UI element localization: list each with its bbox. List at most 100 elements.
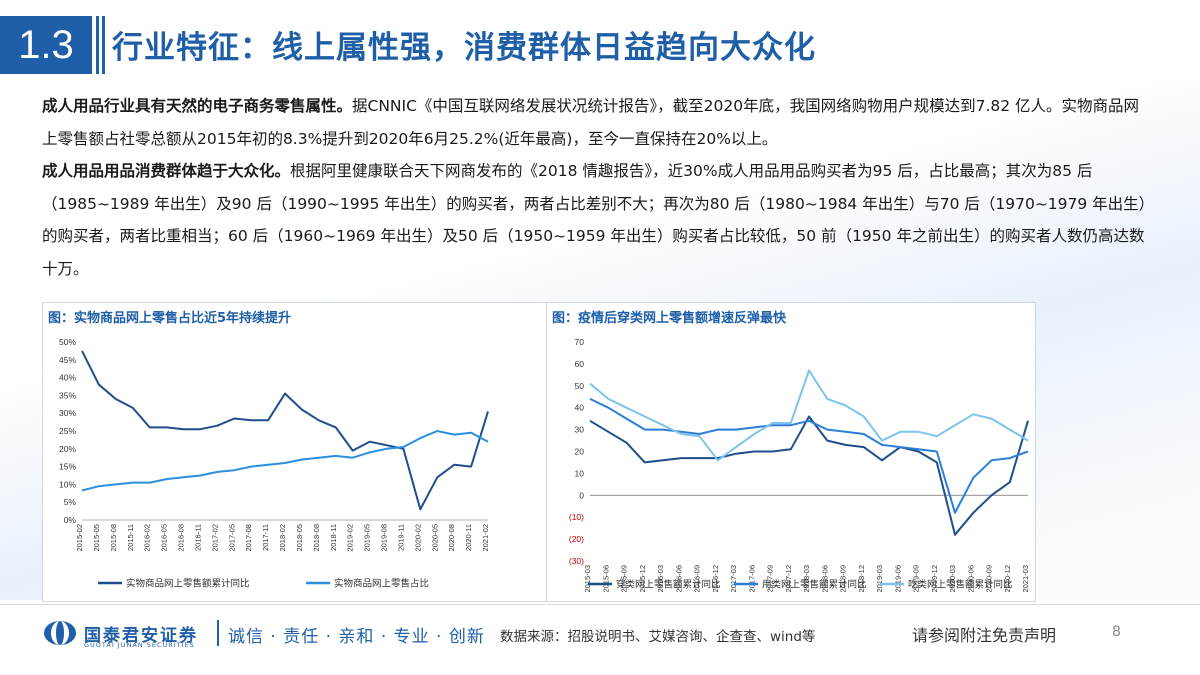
x-tick-label: 2019-09 [912, 565, 921, 593]
x-tick-label: 2020-03 [948, 565, 957, 593]
x-tick-label: 2015-08 [109, 524, 118, 552]
x-tick-label: 2020-08 [447, 524, 456, 552]
y-tick-label: 40 [575, 403, 585, 413]
x-tick-label: 2015-11 [126, 524, 135, 551]
company-slogan: 诚信 · 责任 · 亲和 · 专业 · 创新 [228, 627, 485, 647]
y-tick-label: 35% [59, 390, 76, 400]
x-tick-label: 2017-11 [261, 524, 270, 551]
x-tick-label: 2020-09 [985, 565, 994, 593]
y-tick-label: 25% [59, 426, 76, 436]
x-tick-label: 2019-02 [346, 524, 355, 552]
footer-divider [0, 604, 1200, 605]
x-tick-label: 2016-11 [193, 524, 202, 551]
paragraph-2-lead: 成人用品用品消费群体趋于大众化。 [42, 162, 291, 180]
chart-panel-category-growth [546, 302, 1036, 602]
title-divider [96, 16, 99, 74]
x-tick-label: 2017-02 [210, 524, 219, 552]
y-tick-label: (30) [569, 556, 584, 566]
x-tick-label: 2020-06 [966, 565, 975, 593]
y-tick-label: 10% [59, 479, 76, 489]
page-number: 8 [1112, 624, 1121, 640]
y-tick-label: 50% [59, 337, 76, 347]
x-tick-label: 2017-12 [784, 565, 793, 593]
x-tick-label: 2017-08 [244, 524, 253, 552]
x-tick-label: 2015-02 [75, 524, 84, 552]
x-tick-label: 2017-03 [729, 565, 738, 593]
x-tick-label: 2019-06 [893, 565, 902, 593]
x-tick-label: 2015-12 [638, 565, 647, 593]
series-line [589, 397, 1029, 514]
y-tick-label: 30% [59, 408, 76, 418]
x-tick-label: 2015-05 [92, 524, 101, 552]
x-tick-label: 2018-06 [820, 565, 829, 593]
x-tick-label: 2016-08 [177, 524, 186, 552]
x-tick-label: 2018-12 [857, 565, 866, 593]
x-tick-label: 2020-11 [464, 524, 473, 551]
series-line [81, 430, 489, 492]
x-tick-label: 2021-02 [481, 524, 490, 552]
y-tick-label: 45% [59, 355, 76, 365]
y-tick-label: (20) [569, 534, 584, 544]
series-line [589, 415, 1029, 536]
slide-header: 1.3 行业特征：线上属性强，消费群体日益趋向大众化 [0, 0, 1200, 82]
x-tick-label: 2020-05 [430, 524, 439, 552]
y-tick-label: 0% [64, 515, 77, 525]
x-tick-label: 2017-05 [227, 524, 236, 552]
chart-2-title: 图：疫情后穿类网上零售额增速反弹最快 [552, 311, 787, 326]
x-tick-label: 2021-03 [1021, 565, 1030, 593]
y-tick-label: 50 [575, 381, 585, 391]
paragraph-1-lead: 成人用品行业具有天然的电子商务零售属性。 [42, 97, 353, 115]
x-tick-label: 2019-03 [875, 565, 884, 593]
paragraph-2-text: 根据阿里健康联合天下网商发布的《2018 情趣报告》，近30%成人用品用品购买者… [42, 162, 1147, 278]
paragraph-1-text: 据CNNIC《中国互联网络发展状况统计报告》，截至2020年底，我国网络购物用户… [42, 97, 1140, 148]
company-logo-name: 国泰君安证券 [84, 626, 198, 646]
x-tick-label: 2015-03 [583, 565, 592, 593]
x-tick-label: 2018-11 [329, 524, 338, 551]
x-tick-label: 2019-12 [930, 565, 939, 593]
chart-1-title: 图：实物商品网上零售占比近5年持续提升 [48, 311, 292, 326]
x-tick-label: 2015-06 [601, 565, 610, 593]
series-line [589, 369, 1029, 462]
x-tick-label: 2019-05 [363, 524, 372, 552]
x-tick-label: 2017-09 [766, 565, 775, 593]
y-tick-label: 30 [575, 425, 585, 435]
disclaimer-note: 请参阅附注免责声明 [912, 626, 1057, 645]
y-tick-label: 70 [575, 337, 585, 347]
legend-label: 穿类网上零售额累计同比 [616, 579, 721, 591]
paragraph-online-retail: 成人用品行业具有天然的电子商务零售属性。据CNNIC《中国互联网络发展状况统计报… [42, 90, 1152, 155]
x-tick-label: 2017-06 [747, 565, 756, 593]
x-tick-label: 2016-12 [711, 565, 720, 593]
x-tick-label: 2018-09 [839, 565, 848, 593]
section-number: 1.3 [0, 16, 92, 74]
x-tick-label: 2016-06 [674, 565, 683, 593]
x-tick-label: 2018-02 [278, 524, 287, 552]
data-source: 数据来源：招股说明书、艾媒咨询、企查查、wind等 [500, 629, 816, 645]
y-tick-label: 60 [575, 359, 585, 369]
y-tick-label: 20 [575, 447, 585, 457]
x-tick-label: 2016-05 [160, 524, 169, 552]
y-tick-label: 0 [579, 490, 584, 500]
x-tick-label: 2018-03 [802, 565, 811, 593]
y-tick-label: 10 [575, 468, 585, 478]
x-tick-label: 2019-08 [380, 524, 389, 552]
legend-label: 吃类网上零售额累计同比 [908, 579, 1013, 591]
legend-label: 实物商品网上零售额累计同比 [126, 578, 250, 590]
x-tick-label: 2020-02 [413, 524, 422, 552]
legend-label: 用类网上零售额累计同比 [762, 579, 867, 591]
y-tick-label: 5% [64, 497, 77, 507]
y-tick-label: 40% [59, 373, 76, 383]
y-tick-label: 20% [59, 444, 76, 454]
legend-label: 实物商品网上零售占比 [334, 578, 429, 590]
x-tick-label: 2019-11 [396, 524, 405, 551]
x-tick-label: 2016-02 [143, 524, 152, 552]
series-line [81, 350, 489, 511]
x-tick-label: 2018-05 [295, 524, 304, 552]
body-text: 成人用品行业具有天然的电子商务零售属性。据CNNIC《中国互联网络发展状况统计报… [42, 90, 1152, 285]
footer-logo-divider [217, 620, 219, 646]
company-logo-icon [44, 621, 76, 645]
paragraph-consumer-groups: 成人用品用品消费群体趋于大众化。根据阿里健康联合天下网商发布的《2018 情趣报… [42, 155, 1152, 285]
y-tick-label: 15% [59, 462, 76, 472]
x-tick-label: 2020-12 [1003, 565, 1012, 593]
